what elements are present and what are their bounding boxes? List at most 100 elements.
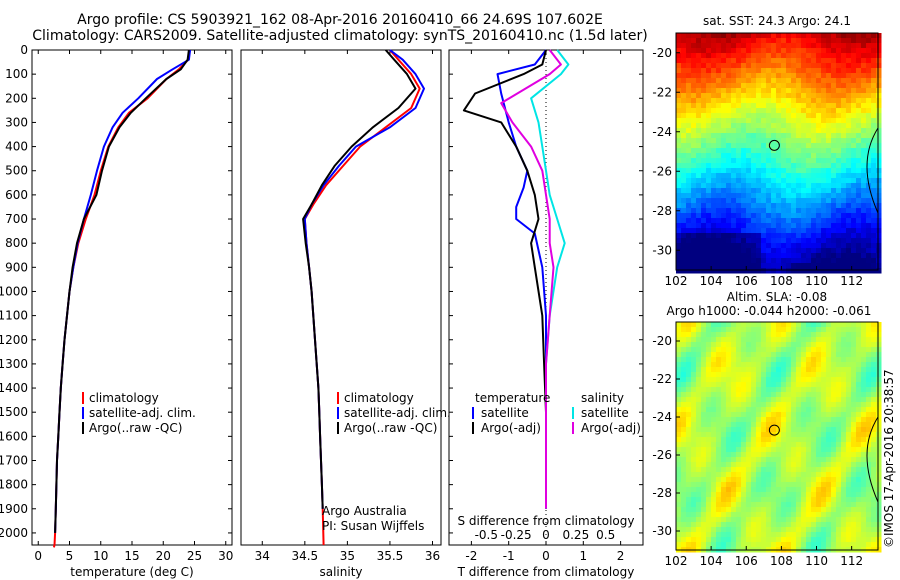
map-cell [711, 98, 717, 104]
map-cell [761, 58, 767, 64]
map-cell [861, 78, 867, 84]
map-cell [826, 133, 832, 139]
map-cell [851, 253, 857, 259]
map-cell [681, 173, 687, 179]
map-cell [691, 128, 697, 134]
map-cell [681, 352, 687, 358]
map-cell [756, 213, 762, 219]
map-cell [716, 73, 722, 79]
map-cell [796, 193, 802, 199]
map-cell [731, 532, 737, 538]
map-cell [876, 193, 882, 199]
map-cell [786, 342, 792, 348]
map-cell [826, 437, 832, 443]
map-cell [726, 143, 732, 149]
map-cell [716, 512, 722, 518]
series-line [302, 49, 417, 509]
map-cell [736, 412, 742, 418]
map-cell [746, 93, 752, 99]
map-cell [876, 322, 882, 328]
map-cell [766, 128, 772, 134]
map-cell [811, 532, 817, 538]
map-cell [821, 402, 827, 408]
map-cell [741, 203, 747, 209]
map-cell [721, 148, 727, 154]
map-cell [746, 482, 752, 488]
map-cell [761, 457, 767, 463]
map-cell [716, 507, 722, 513]
map-cell [871, 457, 877, 463]
x-axis-label: temperature (deg C) [70, 565, 193, 579]
map-cell [726, 253, 732, 259]
map-cell [736, 253, 742, 259]
map-cell [766, 103, 772, 109]
map-cell [676, 357, 682, 363]
map-cell [761, 522, 767, 528]
map-cell [786, 243, 792, 249]
map-cell [751, 103, 757, 109]
map-cell [866, 133, 872, 139]
map-cell [766, 178, 772, 184]
map-cell [691, 143, 697, 149]
map-cell [676, 43, 682, 49]
map-cell [816, 447, 822, 453]
map-cell [756, 442, 762, 448]
map-cell [716, 248, 722, 254]
map-cell [761, 248, 767, 254]
map-cell [706, 477, 712, 483]
map-cell [731, 537, 737, 543]
map-cell [836, 347, 842, 353]
map-cell [731, 218, 737, 224]
map-cell [861, 263, 867, 269]
map-cell [696, 223, 702, 229]
y-tick-label: 400 [5, 140, 28, 154]
map-cell [701, 537, 707, 543]
legend-label: Argo(..raw -QC) [89, 421, 182, 435]
map-cell [801, 347, 807, 353]
map-cell [676, 477, 682, 483]
map-cell [766, 422, 772, 428]
map-cell [836, 183, 842, 189]
map-cell [856, 432, 862, 438]
map-cell [756, 128, 762, 134]
map-cell [771, 507, 777, 513]
map-cell [861, 148, 867, 154]
map-cell [686, 78, 692, 84]
map-cell [781, 487, 787, 493]
map-cell [696, 372, 702, 378]
map-cell [836, 158, 842, 164]
map-cell [776, 447, 782, 453]
map-cell [751, 467, 757, 473]
map-cell [776, 43, 782, 49]
x-tick-label: -1 [503, 549, 515, 563]
map-cell [721, 143, 727, 149]
map-cell [876, 58, 882, 64]
map-cell [851, 138, 857, 144]
x-tick-label: 1 [579, 549, 587, 563]
map-cell [756, 512, 762, 518]
map-cell [716, 477, 722, 483]
map-cell [736, 382, 742, 388]
map-cell [821, 253, 827, 259]
map-cell [866, 367, 872, 373]
map-cell [701, 447, 707, 453]
map-cell [866, 532, 872, 538]
map-cell [676, 487, 682, 493]
map-cell [836, 447, 842, 453]
map-cell [821, 352, 827, 358]
map-cell [771, 532, 777, 538]
map-cell [696, 397, 702, 403]
map-cell [711, 48, 717, 54]
map-cell [686, 537, 692, 543]
map-cell [751, 188, 757, 194]
map-cell [876, 248, 882, 254]
map-cell [861, 537, 867, 543]
map-cell [861, 472, 867, 478]
map-cell [836, 113, 842, 119]
map-cell [761, 532, 767, 538]
map-cell [756, 83, 762, 89]
map-cell [821, 158, 827, 164]
map-cell [756, 447, 762, 453]
legend-label: climatology [89, 391, 159, 405]
map-cell [701, 238, 707, 244]
